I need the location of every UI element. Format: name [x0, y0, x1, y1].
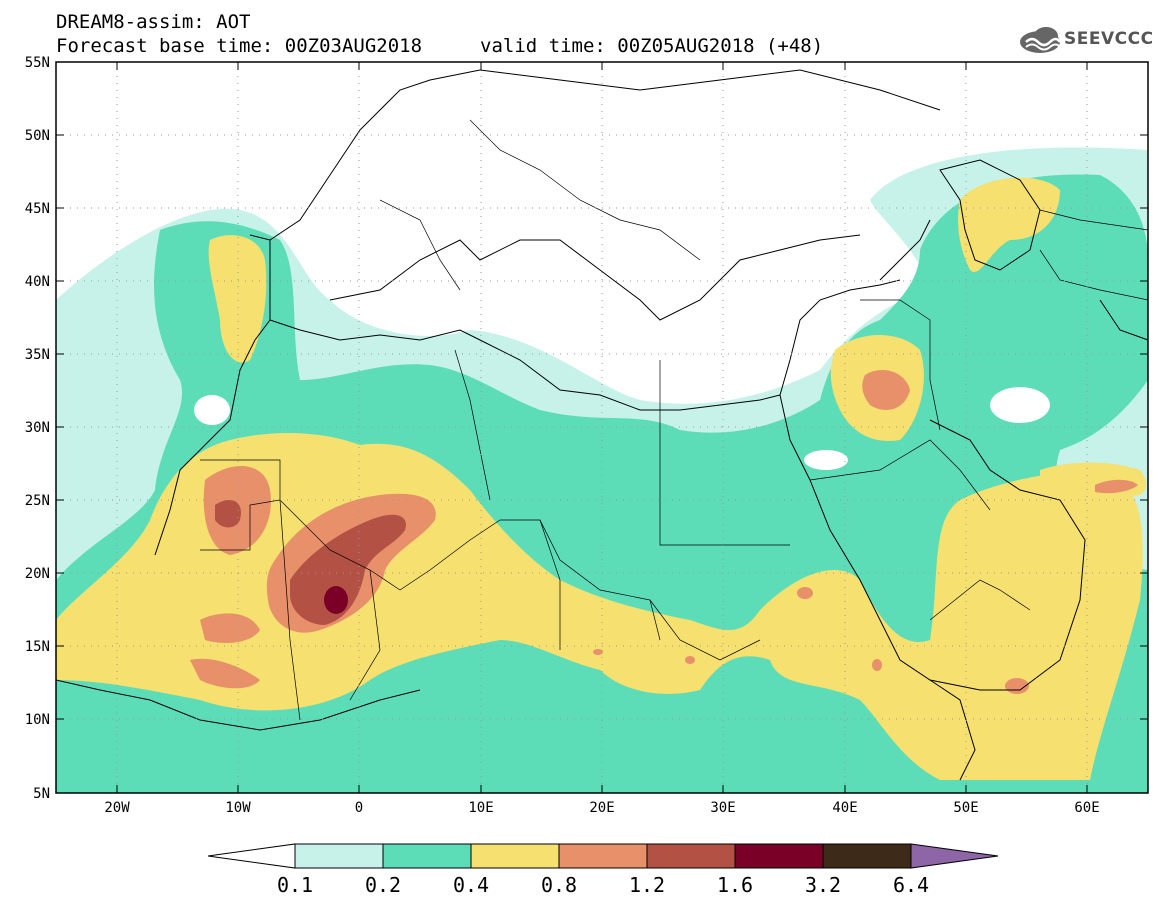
- longitude-labels: 20W 10W 0 10E 20E 30E 40E 50E 60E: [104, 800, 1099, 816]
- lat-label: 15N: [25, 639, 50, 655]
- seevccc-logo: [1020, 27, 1062, 53]
- forecast-base-time: Forecast base time: 00Z03AUG2018: [56, 35, 423, 57]
- colorbar-bin: [734, 843, 824, 869]
- lat-label: 35N: [25, 347, 50, 363]
- colorbar-low-arrow: [207, 843, 296, 869]
- lon-label: 10E: [468, 800, 493, 816]
- colorbar-label: 1.2: [629, 873, 665, 897]
- lat-label: 25N: [25, 493, 50, 509]
- lon-label: 40E: [832, 800, 857, 816]
- map-title: DREAM8-assim: AOT: [56, 11, 251, 33]
- axis-ticks: [56, 61, 1148, 794]
- lon-label: 20E: [589, 800, 614, 816]
- country-borders: [200, 119, 1148, 721]
- colorbar-bin: [646, 843, 736, 869]
- logo-text: SEEVCCC: [1064, 29, 1154, 49]
- coastlines: [56, 69, 1148, 781]
- valid-time: valid time: 00Z05AUG2018 (+48): [480, 35, 824, 57]
- colorbar-label: 3.2: [805, 873, 841, 897]
- lon-label: 50E: [953, 800, 978, 816]
- lon-label: 60E: [1074, 800, 1099, 816]
- lat-label: 40N: [25, 274, 50, 290]
- lat-label: 10N: [25, 712, 50, 728]
- aot-fields: [56, 147, 1148, 793]
- grid-lines: [56, 62, 1148, 793]
- colorbar: 0.1 0.2 0.4 0.8 1.2 1.6 3.2 6.4: [207, 843, 999, 897]
- colorbar-bin: [294, 843, 384, 869]
- colorbar-bin: [822, 843, 912, 869]
- lon-label: 0: [355, 800, 363, 816]
- colorbar-bin: [382, 843, 472, 869]
- colorbar-label: 0.4: [453, 873, 489, 897]
- lat-label: 5N: [33, 786, 50, 802]
- lat-label: 50N: [25, 128, 50, 144]
- colorbar-bin: [470, 843, 560, 869]
- colorbar-high-arrow: [910, 843, 999, 869]
- cloud-icon: [1020, 27, 1062, 53]
- colorbar-label: 1.6: [717, 873, 753, 897]
- lat-label: 20N: [25, 566, 50, 582]
- aot-level-1.6: [324, 586, 348, 614]
- lat-label: 30N: [25, 420, 50, 436]
- lat-label: 45N: [25, 201, 50, 217]
- colorbar-label: 0.1: [277, 873, 313, 897]
- colorbar-bin: [558, 843, 648, 869]
- lon-label: 10W: [225, 800, 251, 816]
- colorbar-label: 6.4: [893, 873, 929, 897]
- colorbar-label: 0.2: [365, 873, 401, 897]
- lon-label: 30E: [710, 800, 735, 816]
- colorbar-label: 0.8: [541, 873, 577, 897]
- latitude-labels: 55N 50N 45N 40N 35N 30N 25N 20N 15N 10N …: [25, 55, 50, 802]
- lon-label: 20W: [104, 800, 130, 816]
- aot-clear-patches: [194, 387, 1050, 470]
- lat-label: 55N: [25, 55, 50, 71]
- aot-level-1.2: [215, 500, 406, 625]
